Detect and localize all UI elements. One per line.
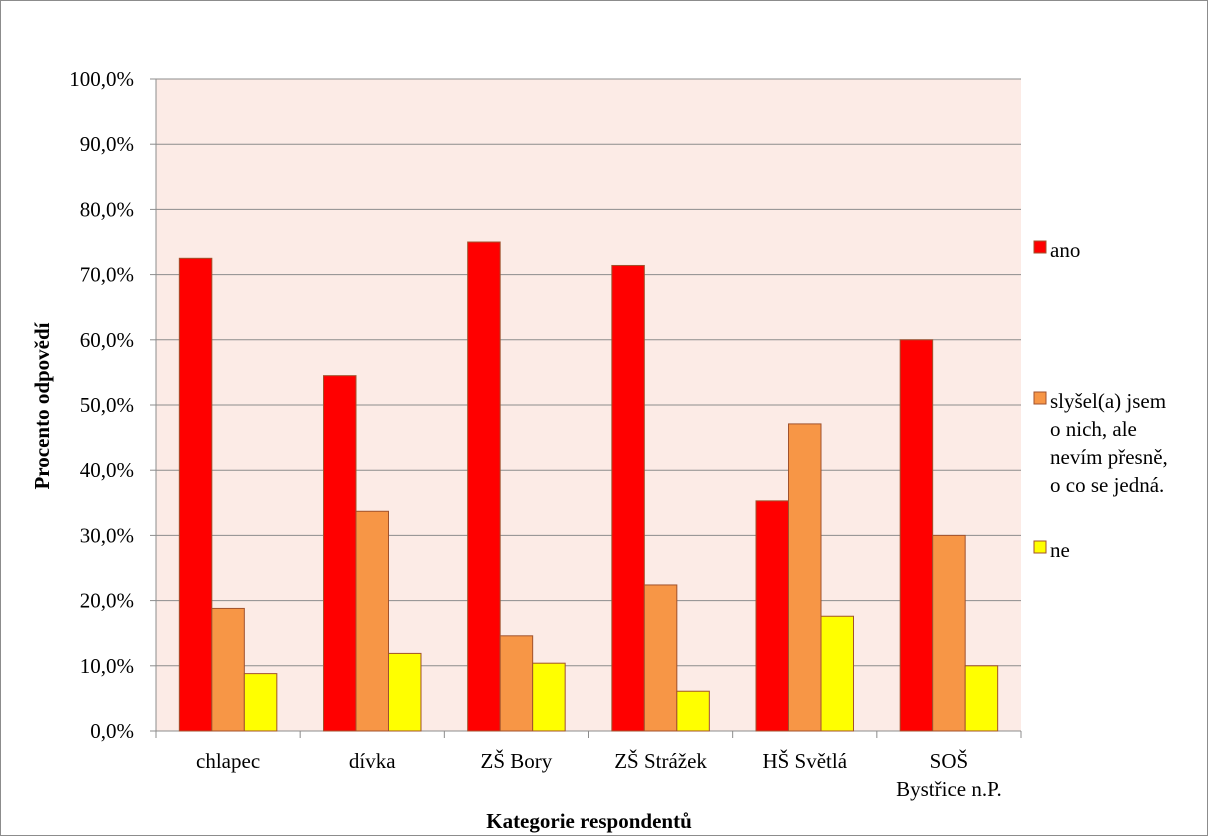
x-axis-title: Kategorie respondentů xyxy=(486,809,692,833)
legend-swatch xyxy=(1033,240,1047,254)
y-tick-label: 20,0% xyxy=(80,589,134,613)
bar xyxy=(467,241,501,732)
y-tick-label: 100,0% xyxy=(69,67,134,91)
bar xyxy=(899,339,934,732)
legend-label: ano xyxy=(1050,238,1080,262)
y-tick-label: 80,0% xyxy=(80,197,134,221)
y-tick-label: 10,0% xyxy=(80,654,134,678)
y-tick-label: 40,0% xyxy=(80,458,134,482)
x-tick-label: chlapec xyxy=(196,749,260,773)
x-tick-label: SOŠ Bystřice n.P. xyxy=(896,749,1002,801)
bar xyxy=(355,510,389,732)
bar xyxy=(211,607,245,732)
plot-area xyxy=(156,78,1021,731)
y-tick-label: 70,0% xyxy=(80,263,134,287)
bar xyxy=(788,423,822,732)
legend-swatch xyxy=(1033,391,1047,405)
bar xyxy=(643,584,678,732)
bar xyxy=(932,534,966,732)
y-tick-label: 60,0% xyxy=(80,328,134,352)
x-tick-label: dívka xyxy=(349,749,396,773)
x-tick-label: ZŠ Bory xyxy=(481,749,553,773)
x-tick-label: ZŠ Strážek xyxy=(614,749,707,773)
bar xyxy=(611,264,645,732)
legend: ano slyšel(a) jsem o nich, ale nevím přesně… xyxy=(1033,238,1168,562)
bar xyxy=(499,635,534,732)
bar xyxy=(178,257,213,732)
bar xyxy=(820,615,854,732)
legend-label: ne xyxy=(1050,538,1070,562)
bar xyxy=(676,690,710,732)
bar xyxy=(243,673,278,732)
y-tick-label: 30,0% xyxy=(80,523,134,547)
y-tick-label: 90,0% xyxy=(80,132,134,156)
bars xyxy=(178,241,999,732)
legend-swatch xyxy=(1033,540,1047,554)
bar xyxy=(755,500,789,732)
y-axis-title: Procento odpovědí xyxy=(30,321,54,489)
y-axis: 0,0% 10,0% 20,0% 30,0% 40,0% 50,0% 60,0% 70,0% 8… xyxy=(69,67,157,743)
x-axis: chlapec dívka ZŠ Bory ZŠ Strážek HŠ Světlá SO… xyxy=(155,730,1022,801)
legend-label: slyšel(a) jsem o nich, ale nevím přesně, o … xyxy=(1050,389,1168,497)
bar xyxy=(388,652,422,732)
y-tick-label: 50,0% xyxy=(80,393,134,417)
x-tick-label: HŠ Světlá xyxy=(762,749,847,773)
bar xyxy=(323,375,357,732)
bar xyxy=(964,665,999,732)
y-tick-label: 0,0% xyxy=(90,719,134,743)
bar xyxy=(532,662,566,732)
